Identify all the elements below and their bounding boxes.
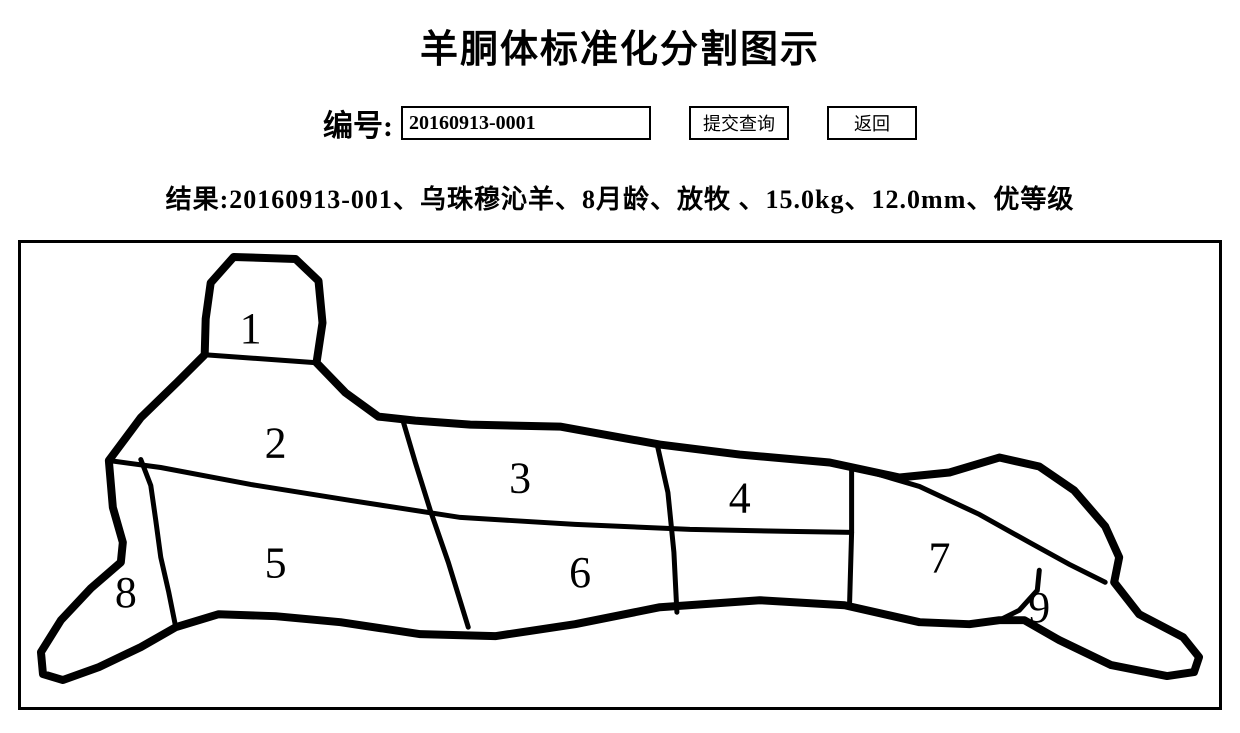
result-prefix: 结果:: [166, 185, 230, 214]
result-method: 放牧: [677, 185, 731, 214]
result-sep4: 、: [731, 185, 766, 214]
id-input[interactable]: [401, 106, 651, 140]
back-button[interactable]: 返回: [827, 106, 917, 140]
result-sep6: 、: [966, 185, 993, 214]
result-id: 20160913-001: [229, 185, 393, 214]
query-row: 编号: 提交查询 返回: [0, 101, 1240, 145]
result-sep5: 、: [845, 185, 872, 214]
carcass-svg: 1 2 3 4 5 6 7 8 9: [21, 243, 1219, 707]
result-breed: 乌珠穆沁羊: [420, 185, 555, 214]
region-label-4: 4: [729, 474, 751, 522]
carcass-outline: [41, 257, 1199, 680]
region-label-5: 5: [265, 539, 287, 587]
result-age: 8月龄: [582, 185, 650, 214]
result-sep2: 、: [555, 185, 582, 214]
result-weight: 15.0kg: [766, 185, 845, 214]
result-sep1: 、: [393, 185, 420, 214]
result-sep3: 、: [650, 185, 677, 214]
region-label-2: 2: [265, 420, 287, 468]
region-label-3: 3: [509, 454, 531, 502]
id-label: 编号:: [323, 101, 393, 145]
submit-query-button[interactable]: 提交查询: [689, 106, 789, 140]
region-label-6: 6: [569, 549, 591, 597]
result-row: 结果:20160913-001、乌珠穆沁羊、8月龄、放牧 、15.0kg、12.…: [0, 179, 1240, 216]
region-label-1: 1: [240, 305, 262, 353]
region-label-8: 8: [115, 569, 137, 617]
partition-line-6: [850, 467, 852, 603]
result-grade: 优等级: [993, 185, 1074, 214]
carcass-diagram: 1 2 3 4 5 6 7 8 9: [18, 240, 1222, 710]
region-label-7: 7: [928, 534, 950, 582]
page-title: 羊胴体标准化分割图示: [0, 0, 1240, 73]
region-label-9: 9: [1028, 584, 1050, 632]
result-fat: 12.0mm: [872, 185, 967, 214]
